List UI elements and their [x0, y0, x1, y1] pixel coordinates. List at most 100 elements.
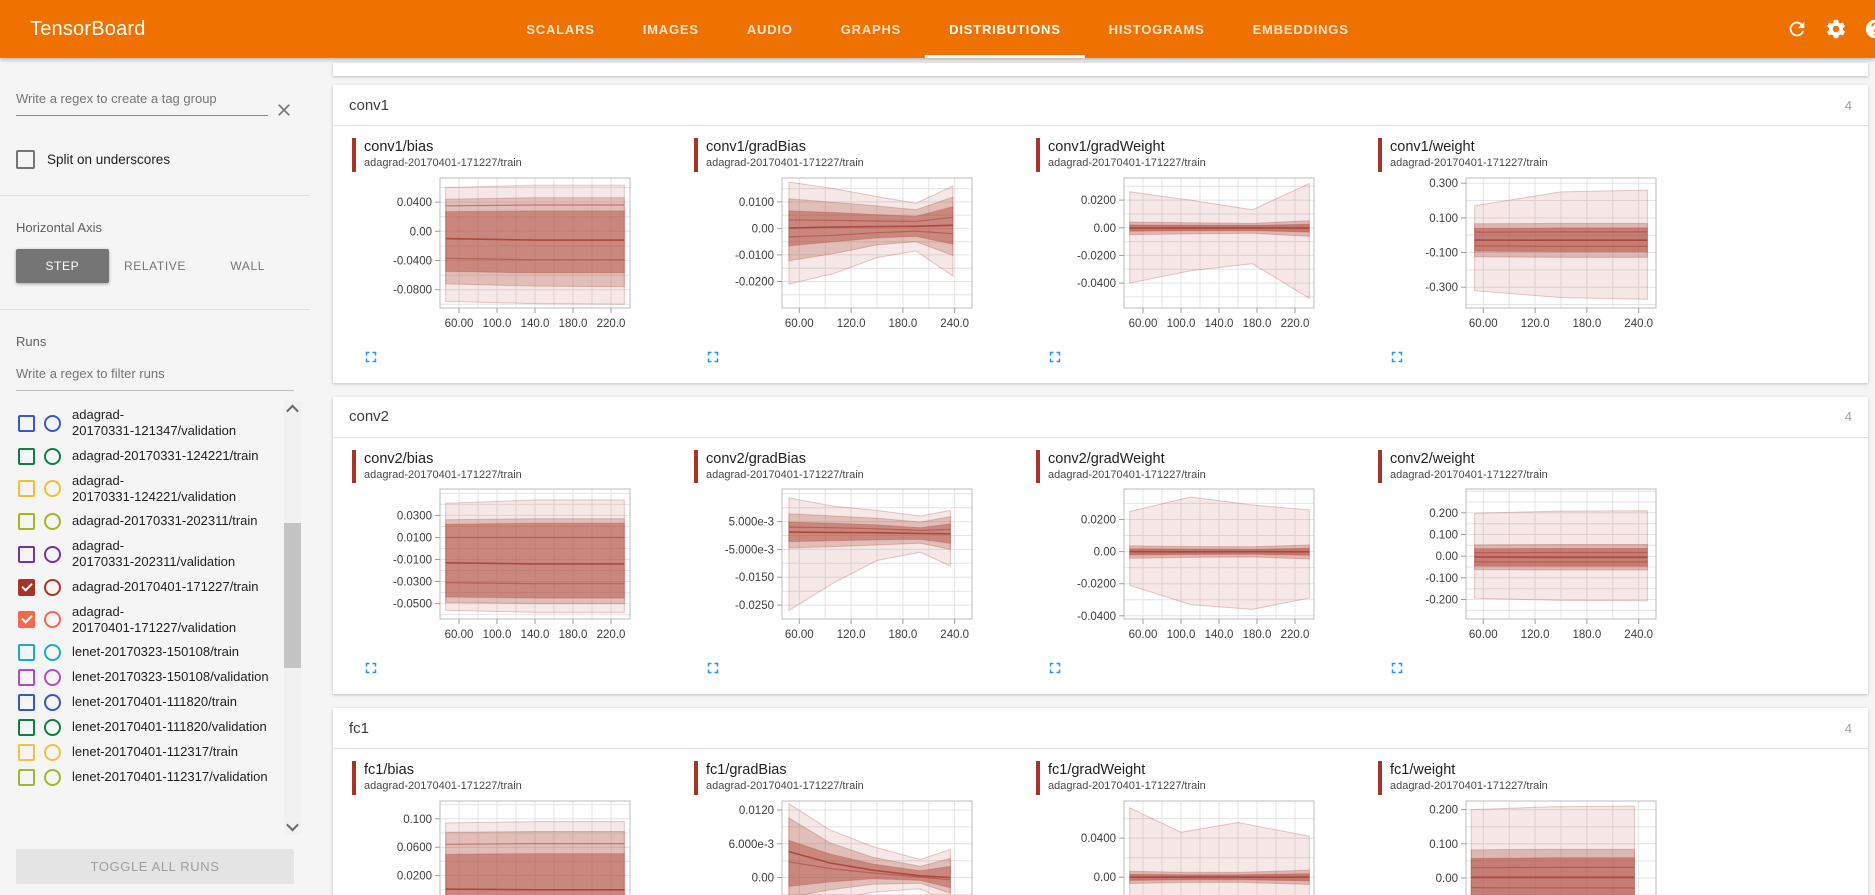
tab-audio[interactable]: AUDIO: [746, 21, 793, 37]
run-item[interactable]: lenet-20170323-150108/validation: [18, 665, 280, 690]
section-header-conv1[interactable]: conv1 4: [333, 85, 1868, 126]
run-radio[interactable]: [44, 719, 61, 736]
chart-cell-conv2-gradWeight: conv2/gradWeight adagrad-20170401-171227/…: [1036, 449, 1378, 683]
toggle-all-runs-button[interactable]: TOGGLE ALL RUNS: [16, 849, 294, 884]
run-checkbox[interactable]: [18, 644, 35, 661]
run-item[interactable]: lenet-20170401-112317/validation: [18, 765, 280, 790]
run-radio[interactable]: [44, 480, 61, 498]
split-underscores-checkbox[interactable]: Split on underscores: [16, 150, 294, 169]
run-checkbox[interactable]: [18, 669, 35, 686]
run-item[interactable]: adagrad- 20170331-124221/validation: [18, 469, 280, 510]
chart-title-block: conv1/bias adagrad-20170401-171227/train: [352, 138, 694, 172]
tab-graphs[interactable]: GRAPHS: [840, 21, 902, 37]
run-checkbox[interactable]: [18, 611, 35, 629]
expand-chart-icon[interactable]: [1388, 348, 1406, 366]
expand-chart-icon[interactable]: [362, 659, 380, 677]
expand-chart-icon[interactable]: [704, 659, 722, 677]
settings-icon[interactable]: [1825, 18, 1847, 40]
scroll-up-icon[interactable]: [284, 401, 301, 418]
runs-list-container: adagrad- 20170331-121347/validation adagr…: [0, 401, 310, 835]
tab-distributions[interactable]: DISTRIBUTIONS: [925, 0, 1085, 58]
chart-title: conv1/bias: [364, 139, 434, 155]
run-checkbox[interactable]: [18, 447, 35, 465]
x-tick-label: 60.00: [1129, 629, 1158, 641]
chart-title: fc1/weight: [1390, 762, 1456, 779]
run-item[interactable]: adagrad- 20170331-202311/validation: [18, 534, 280, 575]
run-radio[interactable]: [44, 744, 61, 761]
y-tick-label: 0.0300: [397, 510, 432, 522]
run-radio[interactable]: [44, 694, 61, 711]
y-tick-label: 5.000e-3: [729, 517, 774, 529]
section-count-badge: 4: [1844, 409, 1852, 425]
run-radio[interactable]: [44, 578, 61, 596]
axis-mode-wall-button[interactable]: WALL: [201, 249, 294, 283]
tag-group-regex-input[interactable]: Write a regex to create a tag group: [16, 90, 268, 116]
run-item[interactable]: adagrad- 20170401-171227/validation: [18, 600, 280, 641]
run-checkbox[interactable]: [18, 694, 35, 711]
run-item[interactable]: adagrad-20170401-171227/train: [18, 575, 280, 600]
run-checkbox[interactable]: [18, 480, 35, 498]
runs-label: Runs: [16, 334, 47, 349]
tab-scalars[interactable]: SCALARS: [526, 21, 595, 37]
x-tick-label: 100.0: [1167, 318, 1196, 330]
axis-mode-step-button[interactable]: STEP: [16, 249, 109, 283]
run-item[interactable]: lenet-20170323-150108/train: [18, 640, 280, 665]
run-item[interactable]: lenet-20170401-111820/validation: [18, 715, 280, 740]
help-icon[interactable]: [1864, 18, 1875, 40]
runs-scrollbar[interactable]: [284, 401, 301, 835]
run-radio[interactable]: [44, 644, 61, 661]
y-tick-label: 0.100: [1429, 212, 1458, 224]
expand-chart-icon[interactable]: [704, 348, 722, 366]
run-item[interactable]: lenet-20170401-112317/train: [18, 740, 280, 765]
distribution-band: [445, 522, 625, 599]
run-label: lenet-20170323-150108/train: [72, 644, 239, 660]
run-radio[interactable]: [44, 545, 61, 563]
run-radio[interactable]: [44, 447, 61, 465]
section-content-conv2: conv2/bias adagrad-20170401-171227/train 0…: [333, 438, 1868, 695]
close-icon[interactable]: [274, 100, 294, 120]
x-tick-label: 140.0: [521, 629, 550, 641]
run-checkbox[interactable]: [18, 513, 35, 530]
run-item[interactable]: lenet-20170401-111820/train: [18, 690, 280, 715]
run-checkbox[interactable]: [18, 578, 35, 596]
tab-histograms[interactable]: HISTOGRAMS: [1108, 21, 1205, 37]
run-checkbox[interactable]: [18, 719, 35, 736]
partial-card-strip: [333, 63, 1868, 76]
distribution-band: [445, 184, 625, 305]
y-tick-label: 0.0100: [397, 533, 432, 545]
expand-chart-icon[interactable]: [1046, 659, 1064, 677]
scrollbar-thumb[interactable]: [284, 523, 301, 668]
axis-mode-relative-button[interactable]: RELATIVE: [109, 249, 202, 283]
expand-chart-icon[interactable]: [1388, 659, 1406, 677]
run-checkbox[interactable]: [18, 545, 35, 563]
scroll-down-icon[interactable]: [284, 818, 301, 835]
run-radio[interactable]: [44, 611, 61, 629]
run-item[interactable]: adagrad-20170331-202311/train: [18, 509, 280, 534]
y-tick-label: 0.00: [1436, 873, 1458, 885]
chart-title-block: conv1/gradWeight adagrad-20170401-171227/…: [1036, 138, 1378, 172]
section-count-badge: 4: [1844, 720, 1852, 736]
run-radio[interactable]: [44, 513, 61, 530]
tab-embeddings[interactable]: EMBEDDINGS: [1252, 21, 1349, 37]
expand-chart-icon[interactable]: [362, 348, 380, 366]
section-header-conv2[interactable]: conv2 4: [333, 397, 1868, 438]
run-filter-input[interactable]: Write a regex to filter runs: [16, 365, 294, 391]
run-checkbox[interactable]: [18, 769, 35, 786]
tab-images[interactable]: IMAGES: [642, 21, 699, 37]
chart-run-name: adagrad-20170401-171227/train: [706, 468, 864, 481]
expand-chart-icon[interactable]: [1046, 348, 1064, 366]
distribution-band: [1129, 806, 1310, 895]
run-radio[interactable]: [44, 769, 61, 786]
chart-cell-fc1-weight: fc1/weight adagrad-20170401-171227/train 0…: [1378, 761, 1720, 895]
run-item[interactable]: adagrad-20170331-124221/train: [18, 444, 280, 469]
chart-title-text: conv2/gradWeight adagrad-20170401-171227/…: [1048, 450, 1206, 484]
section-header-fc1[interactable]: fc1 4: [333, 708, 1868, 750]
run-checkbox[interactable]: [18, 414, 35, 432]
run-radio[interactable]: [44, 669, 61, 686]
run-radio[interactable]: [44, 414, 61, 432]
refresh-icon[interactable]: [1786, 18, 1808, 40]
run-checkbox[interactable]: [18, 744, 35, 761]
chart-cell-fc1-gradWeight: fc1/gradWeight adagrad-20170401-171227/tr…: [1036, 761, 1378, 895]
run-item[interactable]: adagrad- 20170331-121347/validation: [18, 403, 280, 444]
scrollbar-track[interactable]: [284, 418, 301, 818]
